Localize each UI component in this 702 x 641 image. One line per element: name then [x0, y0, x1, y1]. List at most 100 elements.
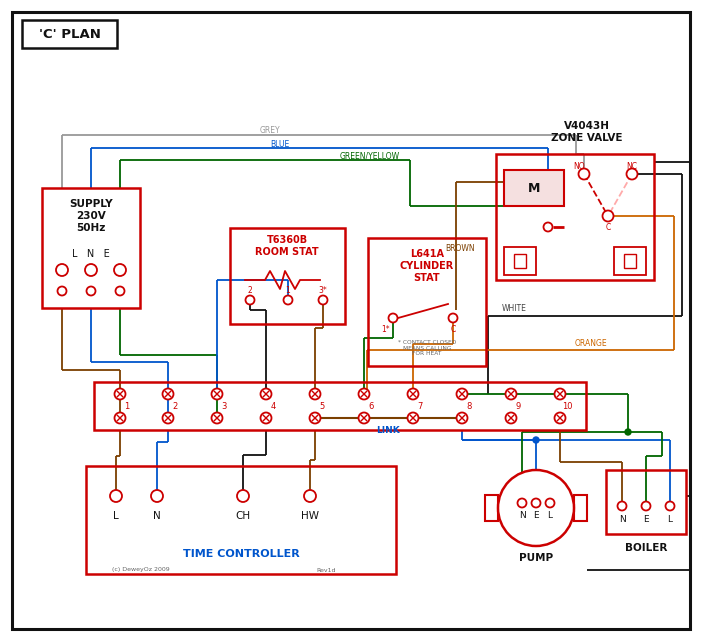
Circle shape	[642, 501, 651, 510]
Text: E: E	[534, 512, 539, 520]
Text: L641A
CYLINDER
STAT: L641A CYLINDER STAT	[400, 249, 454, 283]
Text: 6: 6	[369, 401, 373, 410]
Text: (c) DeweyOz 2009: (c) DeweyOz 2009	[112, 567, 170, 572]
Text: 4: 4	[270, 401, 276, 410]
Bar	[230, 228, 345, 324]
Text: 'C' PLAN: 'C' PLAN	[39, 28, 101, 40]
Text: ORANGE: ORANGE	[575, 338, 608, 347]
Bar	[614, 247, 646, 275]
Text: CH: CH	[235, 511, 251, 521]
Text: M: M	[528, 181, 540, 194]
Text: L: L	[113, 511, 119, 521]
Circle shape	[456, 413, 468, 424]
Circle shape	[284, 296, 293, 304]
Circle shape	[319, 296, 328, 304]
Circle shape	[310, 388, 321, 399]
Bar	[624, 254, 636, 268]
Bar	[22, 20, 117, 48]
Text: E: E	[643, 515, 649, 524]
Text: 3: 3	[221, 401, 227, 410]
Text: PUMP: PUMP	[519, 553, 553, 563]
Text: 10: 10	[562, 401, 572, 410]
Text: 1: 1	[124, 401, 130, 410]
Circle shape	[449, 313, 458, 322]
Bar	[504, 247, 536, 275]
Text: 2: 2	[248, 285, 253, 294]
Circle shape	[56, 264, 68, 276]
Circle shape	[162, 388, 173, 399]
Text: NC: NC	[626, 162, 637, 171]
Text: BLUE: BLUE	[270, 140, 289, 149]
Text: SUPPLY
230V
50Hz: SUPPLY 230V 50Hz	[69, 199, 113, 233]
Text: 9: 9	[515, 401, 521, 410]
Text: T6360B
ROOM STAT: T6360B ROOM STAT	[256, 235, 319, 257]
Text: BROWN: BROWN	[445, 244, 475, 253]
Circle shape	[237, 490, 249, 502]
Circle shape	[456, 388, 468, 399]
Circle shape	[543, 222, 552, 231]
Text: 5: 5	[319, 401, 324, 410]
Text: N: N	[153, 511, 161, 521]
Text: * CONTACT CLOSED
MEANS CALLING
FOR HEAT: * CONTACT CLOSED MEANS CALLING FOR HEAT	[398, 340, 456, 356]
Circle shape	[260, 413, 272, 424]
Circle shape	[517, 499, 526, 508]
Circle shape	[162, 413, 173, 424]
Circle shape	[359, 388, 369, 399]
Circle shape	[555, 388, 566, 399]
Circle shape	[260, 388, 272, 399]
Circle shape	[110, 490, 122, 502]
Bar	[574, 495, 587, 521]
Bar	[42, 188, 140, 308]
Bar	[86, 466, 396, 574]
Circle shape	[498, 470, 574, 546]
Text: GREY: GREY	[260, 126, 281, 135]
Circle shape	[626, 169, 637, 179]
Bar	[94, 382, 586, 430]
Circle shape	[665, 501, 675, 510]
Text: 1*: 1*	[382, 324, 390, 333]
Text: L   N   E: L N E	[72, 249, 110, 259]
Circle shape	[618, 501, 626, 510]
Circle shape	[625, 429, 631, 435]
Circle shape	[310, 413, 321, 424]
Text: NO: NO	[574, 162, 585, 171]
Text: 1: 1	[286, 285, 291, 294]
Circle shape	[545, 499, 555, 508]
Circle shape	[602, 210, 614, 222]
Text: L: L	[548, 512, 552, 520]
Circle shape	[555, 413, 566, 424]
Circle shape	[114, 388, 126, 399]
Bar	[514, 254, 526, 268]
Circle shape	[359, 413, 369, 424]
Text: 8: 8	[466, 401, 472, 410]
Text: GREEN/YELLOW: GREEN/YELLOW	[340, 151, 400, 160]
Circle shape	[533, 437, 539, 443]
Bar	[496, 154, 654, 280]
Circle shape	[114, 264, 126, 276]
Circle shape	[531, 499, 541, 508]
Text: L: L	[668, 515, 673, 524]
Text: BOILER: BOILER	[625, 543, 667, 553]
Circle shape	[505, 388, 517, 399]
Text: N: N	[618, 515, 625, 524]
Circle shape	[246, 296, 255, 304]
Bar	[485, 495, 498, 521]
Circle shape	[211, 413, 223, 424]
Circle shape	[211, 388, 223, 399]
Circle shape	[304, 490, 316, 502]
Text: V4043H
ZONE VALVE: V4043H ZONE VALVE	[551, 121, 623, 143]
Text: C: C	[451, 324, 456, 333]
Text: C: C	[605, 222, 611, 231]
Circle shape	[58, 287, 67, 296]
Circle shape	[116, 287, 124, 296]
Circle shape	[114, 413, 126, 424]
Bar	[504, 170, 564, 206]
Circle shape	[388, 313, 397, 322]
Text: TIME CONTROLLER: TIME CONTROLLER	[183, 549, 299, 559]
Circle shape	[407, 388, 418, 399]
Text: WHITE: WHITE	[502, 303, 527, 313]
Circle shape	[578, 169, 590, 179]
Text: 2: 2	[173, 401, 178, 410]
Bar	[368, 238, 486, 366]
Circle shape	[151, 490, 163, 502]
